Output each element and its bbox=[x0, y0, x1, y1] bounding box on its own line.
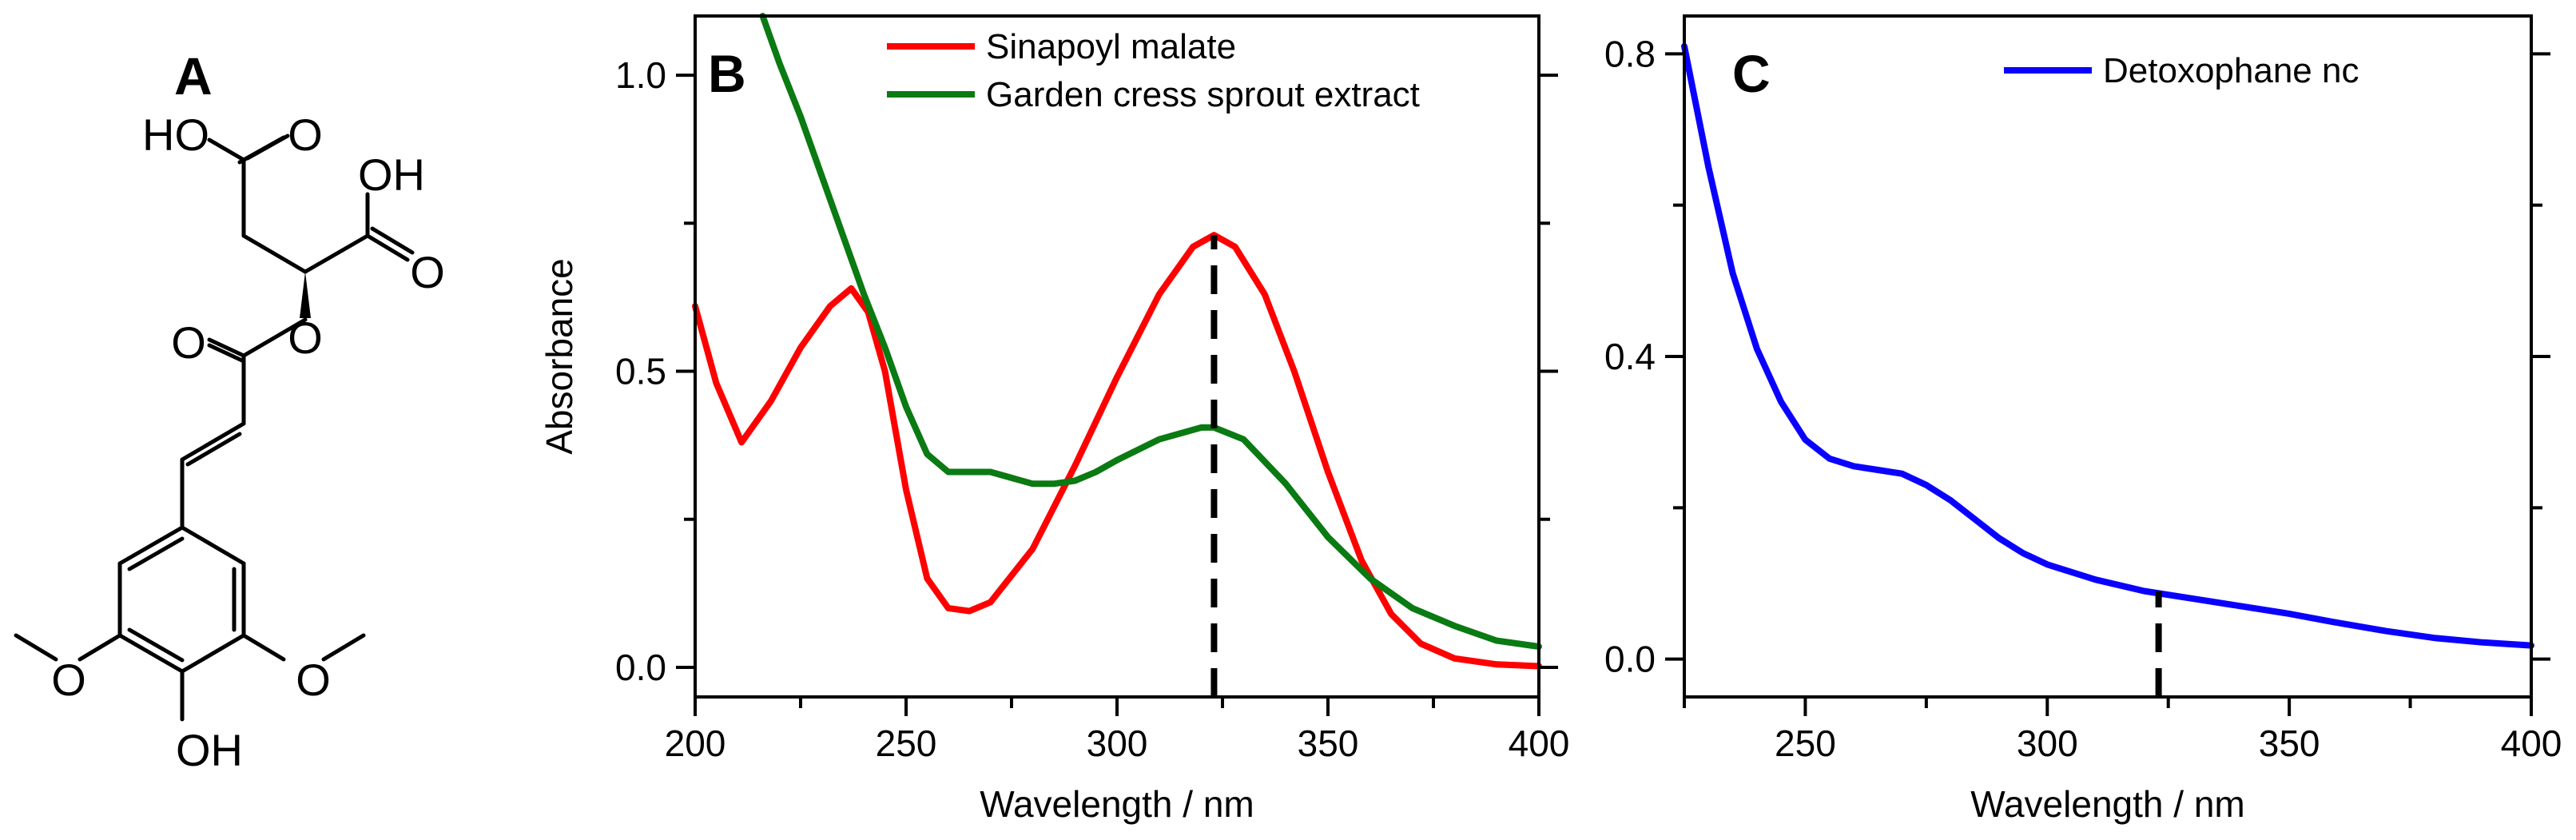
atom-o-carbonyl-top: O bbox=[288, 109, 323, 160]
panel-c-chart: 250 300 350 400 0.0 0.4 0.8 C Wavelength / nm… bbox=[1604, 14, 2562, 825]
panel-c-y-ticks: 0.0 0.4 0.8 bbox=[1604, 33, 2550, 680]
panel-c-letter: C bbox=[1732, 44, 1771, 103]
panel-b-letter: B bbox=[708, 44, 746, 103]
panel-c-legend-label-detoxophane: Detoxophane nc bbox=[2103, 51, 2359, 90]
panel-c-x-axis-title: Wavelength / nm bbox=[1970, 783, 2244, 825]
atom-ho-top: HO bbox=[142, 109, 209, 160]
panel-a-letter: A bbox=[174, 46, 213, 105]
panel-c-x-tick-label: 300 bbox=[2017, 723, 2078, 764]
atom-o-methoxy-left: O bbox=[51, 655, 86, 705]
panel-b-series-line-1 bbox=[759, 13, 1542, 650]
panel-b-plot-frame bbox=[694, 14, 1540, 699]
panel-b-legend-label-garden: Garden cress sprout extract bbox=[986, 75, 1420, 114]
panel-b-x-tick-label: 400 bbox=[1509, 723, 1570, 764]
panel-b-y-tick-label: 0.5 bbox=[615, 351, 666, 392]
panel-c-y-tick-label: 0.4 bbox=[1604, 336, 1656, 377]
panel-c-series bbox=[1681, 42, 2534, 649]
panel-b-legend-label-sinapoyl: Sinapoyl malate bbox=[986, 27, 1236, 66]
sinapoyl-malate-structure bbox=[14, 133, 415, 722]
atom-oh-right: OH bbox=[358, 149, 425, 200]
panel-c-series-line-0 bbox=[1681, 42, 2534, 649]
panel-a-structure: A bbox=[14, 46, 445, 775]
panel-c-y-tick-label: 0.0 bbox=[1604, 639, 1656, 680]
panel-c-x-ticks: 250 300 350 400 bbox=[1683, 697, 2562, 764]
panel-b-x-axis-title: Wavelength / nm bbox=[980, 783, 1254, 825]
panel-b-legend: Sinapoyl malate Garden cress sprout extr… bbox=[887, 27, 1420, 114]
panel-b-series-line-0 bbox=[692, 232, 1542, 670]
panel-b-y-tick-label: 1.0 bbox=[615, 54, 666, 96]
panel-b-y-axis-title: Absorbance bbox=[539, 258, 580, 455]
panel-c-x-tick-label: 400 bbox=[2501, 723, 2562, 764]
panel-c-legend: Detoxophane nc bbox=[2004, 51, 2359, 90]
atom-oh-bottom: OH bbox=[176, 725, 243, 775]
panel-c-plot-frame bbox=[1683, 14, 2533, 699]
panel-b-x-tick-label: 250 bbox=[876, 723, 937, 764]
panel-b-chart: 200 250 300 350 400 0.0 0.5 1.0 B Wavelength /… bbox=[539, 13, 1570, 825]
atom-o-carbonyl-right: O bbox=[410, 247, 445, 297]
panel-c-y-tick-label: 0.8 bbox=[1604, 33, 1656, 74]
atom-o-methoxy-right: O bbox=[296, 655, 331, 705]
atom-o-ester: O bbox=[288, 313, 323, 363]
panel-b-x-tick-label: 350 bbox=[1298, 723, 1359, 764]
panel-c-x-tick-label: 350 bbox=[2259, 723, 2320, 764]
atom-o-ester-carbonyl: O bbox=[171, 317, 206, 368]
panel-b-y-tick-label: 0.0 bbox=[615, 647, 666, 688]
panel-b-x-ticks: 200 250 300 350 400 bbox=[665, 697, 1570, 764]
panel-b-series bbox=[692, 13, 1542, 670]
panel-c-x-tick-label: 250 bbox=[1775, 723, 1836, 764]
panel-b-x-tick-label: 300 bbox=[1087, 723, 1148, 764]
stereo-wedge-bond bbox=[300, 272, 311, 318]
panel-b-y-ticks: 0.0 0.5 1.0 bbox=[615, 54, 1558, 688]
panel-b-x-tick-label: 200 bbox=[665, 723, 726, 764]
